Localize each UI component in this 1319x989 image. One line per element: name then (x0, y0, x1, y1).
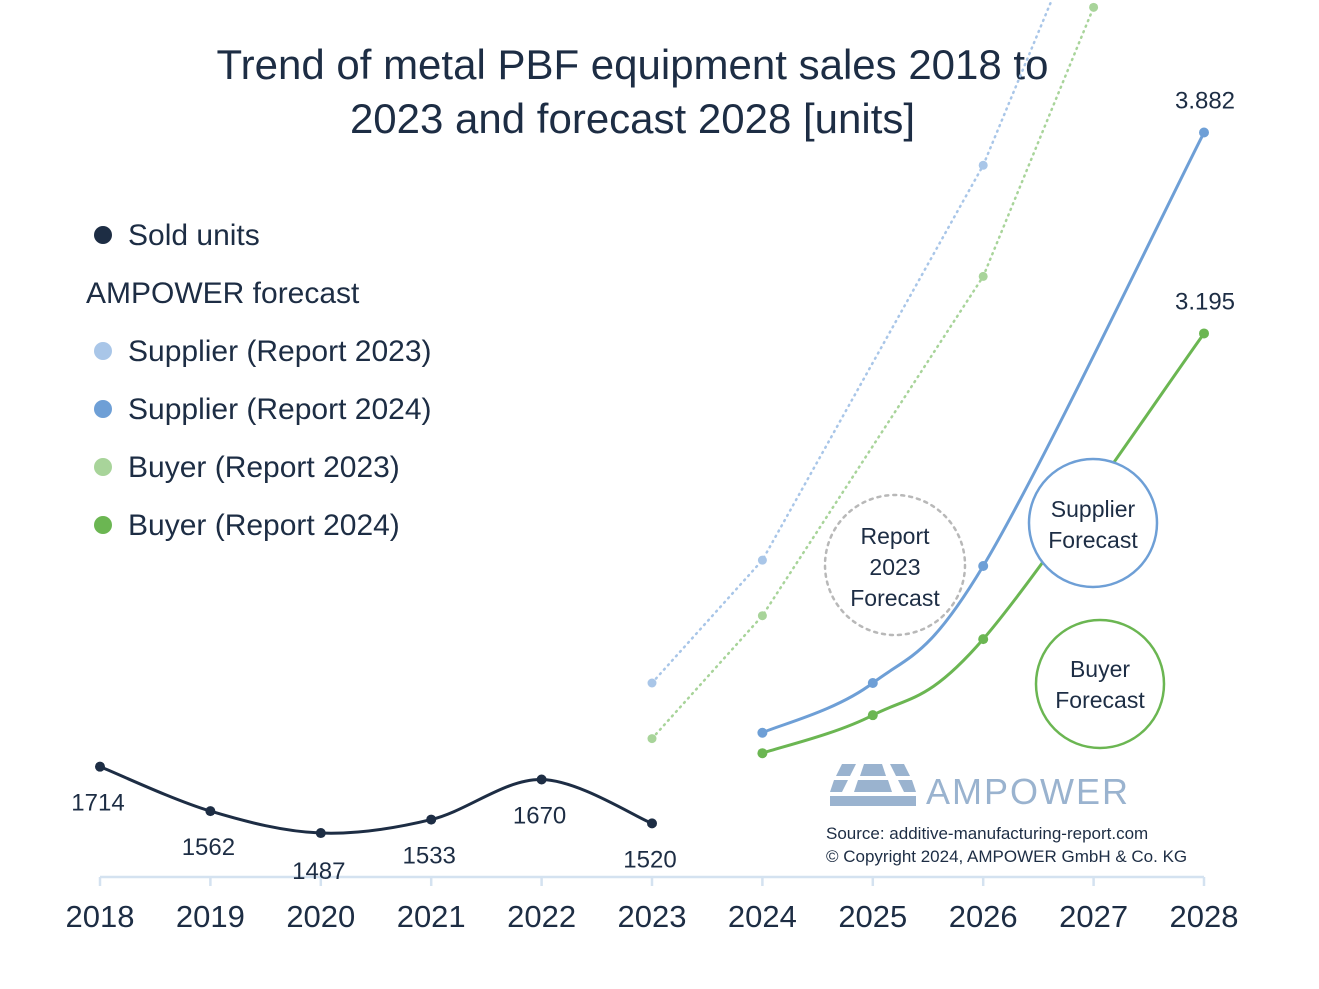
data-label-sold-2019: 1562 (182, 834, 235, 861)
legend-forecast-heading: AMPOWER forecast (86, 277, 360, 310)
point-buyer_2023-2023 (647, 734, 657, 744)
point-sold-2021 (426, 814, 437, 825)
buyer-forecast-circle (1034, 618, 1166, 750)
legend-marker-supplier-2024 (94, 400, 112, 419)
point-buyer_2024-2026 (978, 634, 989, 645)
series (95, 0, 1209, 839)
source-line-1: Source: additive-manufacturing-report.co… (826, 824, 1149, 843)
ampower-logo-icon (830, 764, 916, 806)
legend-item-sold-units: Sold units (94, 216, 260, 256)
series-line-supplier_2023 (650, 0, 1054, 685)
supplier-circle-line-1: Supplier (1051, 496, 1136, 522)
data-label-sold-2021: 1533 (403, 843, 456, 870)
x-tick-label-2020: 2020 (286, 899, 355, 934)
x-tick-label-2024: 2024 (728, 899, 797, 934)
point-supplier_2024-2025 (867, 678, 878, 688)
x-tick-label-2025: 2025 (838, 899, 907, 934)
data-label-sold-2023: 1520 (623, 846, 676, 873)
point-buyer_2023-2024 (757, 611, 767, 621)
legend-marker-buyer-2024 (94, 516, 112, 535)
x-tick-label-2028: 2028 (1170, 899, 1239, 934)
x-tick-label-2022: 2022 (507, 899, 576, 934)
legend-label-buyer-2023: Buyer (Report 2023) (128, 451, 400, 484)
supplier-forecast-circle (1027, 457, 1159, 589)
point-sold-2022 (536, 774, 547, 785)
x-axis: 2018 2019 2020 2021 2022 2023 2024 2025 2026 2027… (66, 875, 1239, 934)
source-note: Source: additive-manufacturing-report.co… (826, 822, 1187, 868)
source-line-2: © Copyright 2024, AMPOWER GmbH & Co. KG (826, 847, 1188, 866)
end-label-buyer_2024: 3.195 (1175, 288, 1235, 315)
series-line-sold (98, 765, 654, 835)
forecast-circles: Report 2023 Forecast (823, 493, 967, 637)
x-tick-label-2023: 2023 (618, 899, 687, 934)
point-buyer_2023-2027 (1089, 2, 1099, 12)
legend-marker-sold (94, 226, 112, 245)
data-labels: 1714 1562 1487 1533 1670 1520 3.882 3.195 (71, 88, 1235, 886)
report-circle-line-2: 2023 (869, 554, 920, 580)
end-label-supplier_2024: 3.882 (1175, 88, 1235, 115)
point-buyer_2024-2028 (1199, 328, 1209, 339)
buyer-circle-line-2: Forecast (1055, 687, 1145, 713)
legend-item-buyer-2023: Buyer (Report 2023) (94, 448, 400, 488)
legend-label-supplier-2023: Supplier (Report 2023) (128, 335, 432, 368)
x-tick-label-2018: 2018 (66, 899, 135, 934)
data-label-sold-2022: 1670 (513, 803, 566, 830)
legend-marker-buyer-2023 (94, 458, 112, 477)
report-circle-line-1: Report (860, 523, 930, 549)
title-line-2: 2023 and forecast 2028 [units] (349, 95, 916, 142)
report-circle-line-3: Forecast (850, 585, 940, 611)
title-line-1: Trend of metal PBF equipment sales 2018 … (216, 41, 1049, 88)
point-supplier_2023-2023 (647, 678, 657, 688)
data-label-sold-2020: 1487 (292, 858, 345, 885)
point-supplier_2024-2028 (1199, 127, 1209, 138)
point-supplier_2023-2026 (978, 160, 988, 170)
x-tick-label-2021: 2021 (397, 899, 466, 934)
legend-label-sold: Sold units (128, 219, 260, 252)
x-tick-label-2027: 2027 (1059, 899, 1128, 934)
x-tick-label-2019: 2019 (176, 899, 245, 934)
series-line-buyer_2024 (760, 331, 1206, 755)
point-sold-2018 (95, 761, 105, 772)
data-label-sold-2018: 1714 (71, 790, 124, 817)
legend-item-supplier-2024: Supplier (Report 2024) (94, 390, 432, 430)
series-line-supplier_2024 (760, 131, 1206, 735)
point-supplier_2024-2026 (978, 561, 989, 571)
supplier-circle-line-2: Forecast (1048, 527, 1138, 553)
forecast-label-circles: Supplier Forecast Buyer Forecast (1027, 457, 1166, 750)
point-sold-2020 (315, 828, 326, 839)
legend-item-buyer-2024: Buyer (Report 2024) (94, 506, 400, 546)
point-buyer_2023-2026 (978, 271, 988, 281)
point-sold-2019 (205, 806, 216, 817)
point-supplier_2024-2024 (757, 727, 768, 738)
legend-label-buyer-2024: Buyer (Report 2024) (128, 509, 400, 542)
point-buyer_2024-2024 (757, 748, 768, 759)
legend-item-supplier-2023: Supplier (Report 2023) (94, 332, 432, 372)
ampower-logo-text: AMPOWER (926, 771, 1131, 812)
legend-marker-supplier-2023 (94, 342, 112, 361)
series-line-buyer_2023 (650, 6, 1095, 740)
point-supplier_2023-2024 (757, 555, 767, 565)
report-2023-circle (823, 493, 967, 637)
x-tick-label-2026: 2026 (949, 899, 1018, 934)
point-buyer_2024-2025 (867, 710, 878, 721)
buyer-circle-line-1: Buyer (1070, 656, 1130, 682)
point-sold-2023 (647, 818, 657, 829)
chart-title: Trend of metal PBF equipment sales 2018 … (0, 38, 1265, 146)
legend-label-supplier-2024: Supplier (Report 2024) (128, 393, 432, 426)
